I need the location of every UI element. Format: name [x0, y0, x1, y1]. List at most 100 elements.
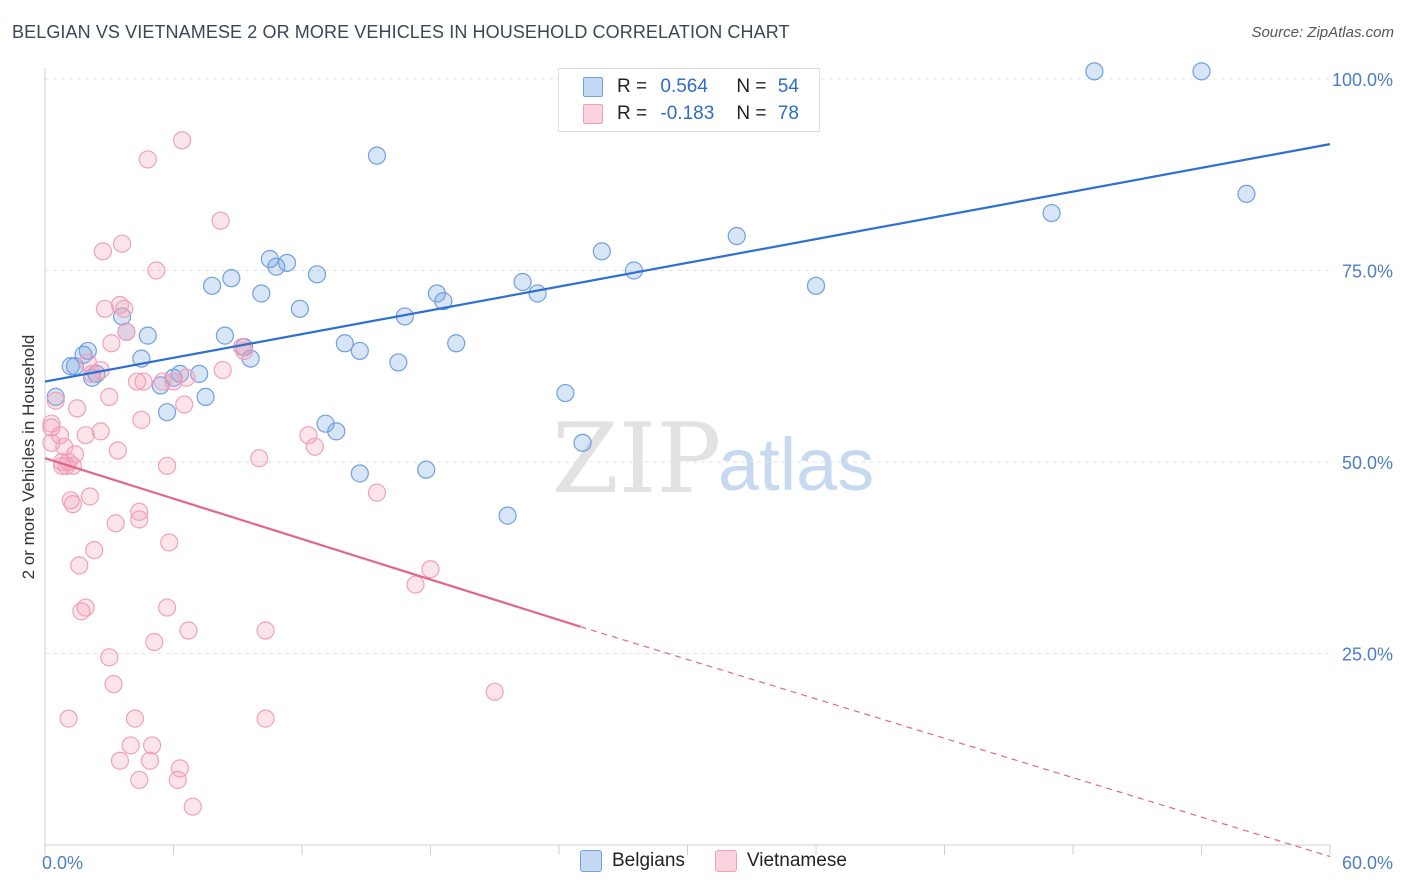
legend-r-value-belgians: 0.564 — [660, 76, 708, 97]
y-axis-label: 2 or more Vehicles in Household — [19, 335, 38, 580]
point-vietnamese-70 — [256, 709, 275, 728]
x-tick-label-min: 0.0% — [42, 853, 83, 873]
source-label: Source: ZipAtlas.com — [1251, 24, 1394, 41]
point-vietnamese-14 — [65, 445, 85, 464]
point-belgians-18 — [215, 326, 234, 345]
point-belgians-50 — [1085, 62, 1104, 81]
point-vietnamese-4 — [50, 426, 70, 445]
legend-row-belgians: R = 0.564 N = 54 — [583, 74, 799, 100]
point-vietnamese-45 — [132, 410, 151, 429]
point-vietnamese-72 — [305, 437, 324, 456]
tick-labels: 100.0% 75.0% 50.0% 25.0% 0.0% 60.0% — [42, 70, 1393, 873]
legend-swatch-vietnamese — [583, 104, 603, 124]
point-vietnamese-13 — [63, 495, 82, 514]
legend-box: R = 0.564 N = 54 R = -0.183 N = 78 — [558, 68, 820, 132]
point-belgians-17 — [202, 276, 222, 295]
point-vietnamese-59 — [172, 131, 192, 150]
point-belgians-42 — [528, 284, 547, 303]
point-vietnamese-41 — [127, 372, 147, 391]
grid — [45, 78, 1330, 654]
point-vietnamese-28 — [100, 648, 119, 667]
point-vietnamese-50 — [145, 632, 164, 652]
point-vietnamese-60 — [175, 395, 194, 414]
point-belgians-29 — [327, 422, 346, 441]
point-vietnamese-31 — [104, 675, 123, 694]
point-vietnamese-44 — [130, 770, 149, 789]
legend-r-label: R = — [617, 76, 648, 97]
point-vietnamese-34 — [110, 751, 130, 770]
point-belgians-34 — [389, 353, 408, 372]
point-belgians-45 — [592, 242, 611, 261]
legend-n-label: N = — [736, 76, 767, 97]
point-belgians-46 — [624, 261, 644, 280]
point-belgians-1 — [61, 357, 80, 376]
trendline-vietnamese — [44, 457, 581, 628]
point-vietnamese-75 — [421, 560, 440, 579]
point-vietnamese-38 — [117, 322, 136, 341]
legend-n-label: N = — [736, 103, 767, 124]
legend-r-value-vietnamese: -0.183 — [660, 103, 715, 124]
point-vietnamese-68 — [250, 449, 269, 468]
point-belgians-27 — [307, 265, 327, 284]
y-tick-label: 25.0% — [1342, 645, 1393, 665]
legend-swatch-belgians — [583, 77, 603, 97]
point-vietnamese-39 — [121, 736, 140, 755]
point-belgians-38 — [434, 292, 453, 311]
point-vietnamese-49 — [142, 736, 162, 755]
bottom-legend-label-vietnamese: Vietnamese — [746, 850, 847, 871]
bottom-legend-vietnamese: Vietnamese — [714, 850, 847, 872]
point-belgians-49 — [1042, 203, 1061, 223]
point-vietnamese-63 — [183, 797, 202, 816]
point-vietnamese-32 — [106, 514, 125, 533]
point-belgians-40 — [498, 506, 517, 525]
point-vietnamese-26 — [93, 242, 112, 261]
chart-title: BELGIAN VS VIETNAMESE 2 OR MORE VEHICLES… — [12, 22, 790, 42]
point-vietnamese-43 — [130, 510, 149, 529]
point-vietnamese-10 — [59, 709, 78, 728]
point-vietnamese-55 — [160, 533, 179, 552]
point-belgians-43 — [556, 383, 575, 403]
point-belgians-39 — [447, 334, 466, 353]
point-belgians-12 — [157, 403, 177, 422]
point-vietnamese-69 — [256, 621, 275, 640]
watermark: ZIP atlas — [552, 403, 874, 515]
point-vietnamese-76 — [485, 682, 504, 701]
point-vietnamese-65 — [213, 360, 232, 380]
point-belgians-36 — [417, 460, 436, 479]
bottom-legend-belgians: Belgians — [580, 850, 685, 872]
point-belgians-30 — [335, 334, 354, 353]
point-vietnamese-53 — [157, 456, 177, 475]
point-vietnamese-54 — [157, 598, 177, 617]
point-vietnamese-42 — [130, 502, 149, 521]
point-vietnamese-3 — [46, 391, 65, 410]
legend-n-value-belgians: 54 — [777, 76, 799, 97]
trendlines — [44, 143, 1331, 858]
point-vietnamese-74 — [406, 575, 425, 594]
point-belgians-19 — [222, 269, 241, 288]
point-vietnamese-46 — [134, 372, 153, 391]
data-points — [42, 62, 1256, 816]
point-vietnamese-51 — [147, 261, 166, 280]
point-vietnamese-25 — [91, 422, 110, 441]
trendline-extension-vietnamese — [580, 626, 1331, 858]
y-tick-label: 100.0% — [1332, 70, 1393, 90]
point-belgians-25 — [277, 253, 297, 272]
bottom-legend-label-belgians: Belgians — [612, 850, 685, 871]
point-belgians-48 — [806, 276, 826, 295]
point-vietnamese-15 — [68, 399, 87, 418]
point-vietnamese-48 — [140, 751, 160, 770]
point-belgians-51 — [1192, 62, 1211, 81]
point-vietnamese-57 — [168, 770, 187, 789]
point-vietnamese-37 — [115, 299, 134, 318]
legend-n-value-vietnamese: 78 — [777, 103, 799, 124]
point-vietnamese-30 — [102, 334, 121, 353]
point-belgians-0 — [46, 387, 65, 406]
point-belgians-47 — [727, 226, 746, 246]
point-vietnamese-16 — [70, 556, 89, 575]
legend-row-vietnamese: R = -0.183 N = 78 — [583, 101, 799, 127]
y-tick-label: 75.0% — [1342, 262, 1393, 282]
trendline-belgians — [44, 143, 1331, 383]
point-belgians-22 — [252, 284, 271, 303]
point-vietnamese-40 — [125, 709, 145, 728]
